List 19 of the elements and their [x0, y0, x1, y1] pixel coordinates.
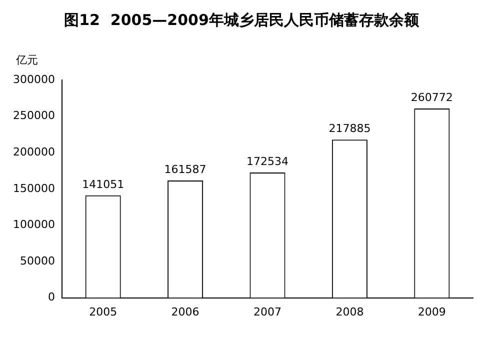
y-tick-label: 200000 [12, 145, 55, 158]
y-axis-title: 亿元 [15, 53, 38, 66]
y-tick-label: 300000 [12, 72, 55, 86]
data-label: 217885 [328, 122, 371, 135]
x-tick-label: 2007 [253, 305, 282, 318]
chart-title: 图12 2005—2009年城乡居民人民币储蓄存款余额 [64, 10, 420, 29]
data-label: 260772 [410, 90, 453, 104]
y-tick-label: 0 [48, 290, 55, 304]
y-tick-label: 150000 [12, 182, 55, 195]
y-tick-label: 250000 [12, 109, 55, 122]
y-tick-label: 100000 [12, 218, 55, 232]
x-tick-label: 2006 [171, 305, 200, 318]
x-tick-label: 2009 [418, 305, 446, 318]
data-label: 141051 [82, 178, 124, 191]
x-tick-label: 2008 [336, 305, 364, 318]
data-label: 172534 [246, 154, 288, 168]
x-tick-label: 2005 [89, 305, 118, 318]
y-tick-label: 50000 [20, 254, 55, 268]
data-label: 161587 [164, 162, 206, 176]
